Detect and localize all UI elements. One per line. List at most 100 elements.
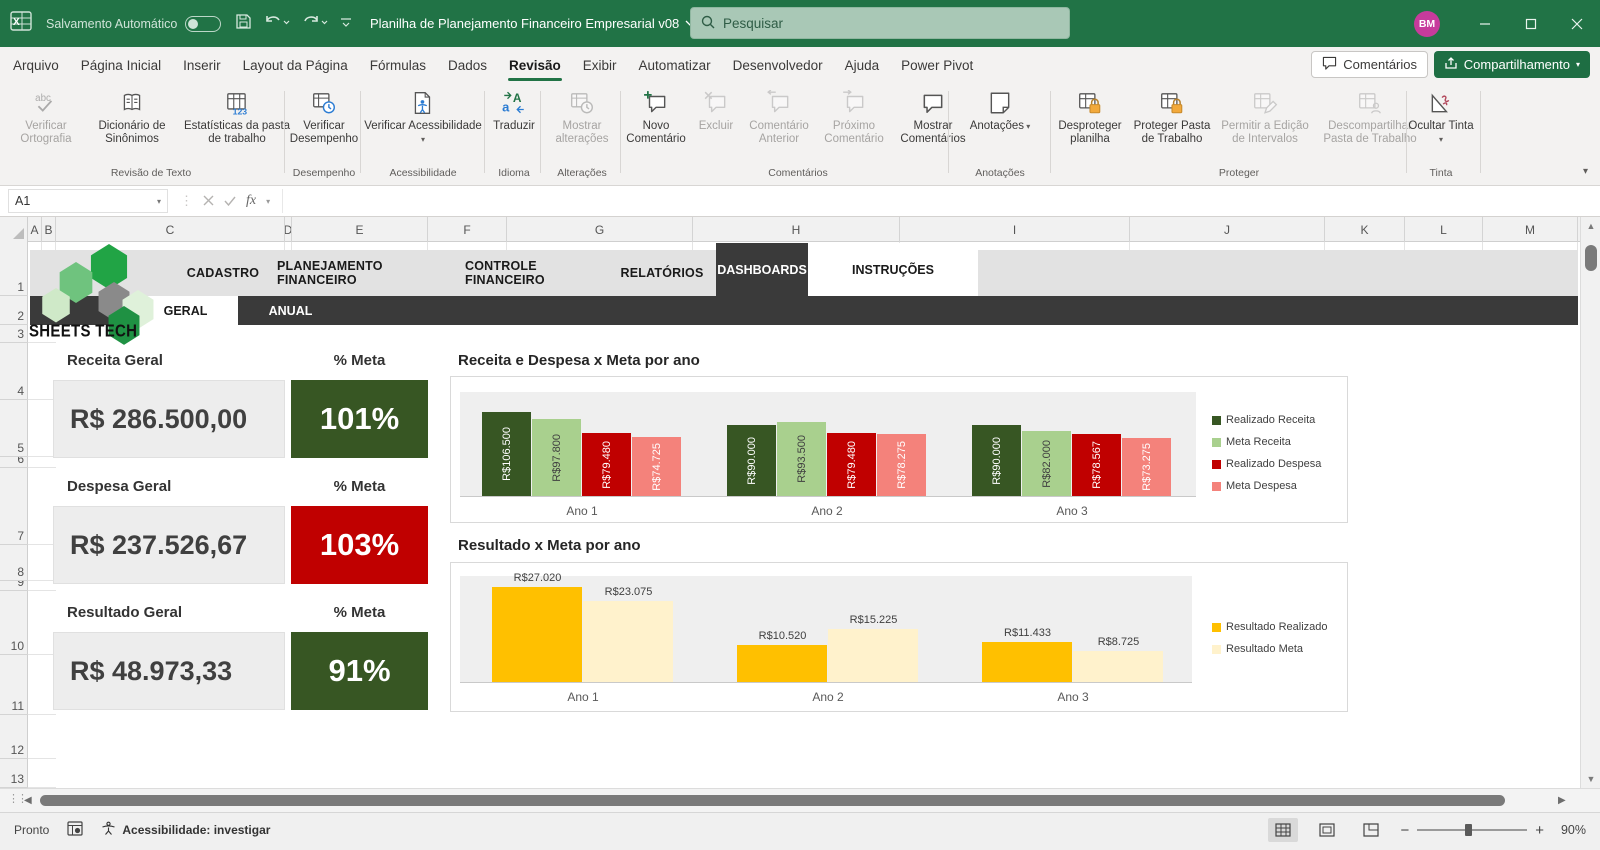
column-header-I[interactable]: I [900,217,1130,242]
ribbon-tab-dados[interactable]: Dados [447,57,487,73]
accessibility-status[interactable]: Acessibilidade: investigar [101,821,270,839]
ribbon-tab-ajuda[interactable]: Ajuda [844,57,880,73]
name-box[interactable]: A1 ▾ [8,189,168,213]
ribbon-tab-inserir[interactable]: Inserir [183,57,221,73]
nav-tab-instruções[interactable]: INSTRUÇÕES [808,243,978,296]
ribbon-tab-automatizar[interactable]: Automatizar [638,57,711,73]
excel-app-icon[interactable]: X [10,10,32,37]
column-header-J[interactable]: J [1130,217,1325,242]
customize-quick-access-icon[interactable] [340,15,352,33]
ribbon-button-desproteger-planilha[interactable]: Desproteger planilha [1052,85,1128,146]
ribbon-button-ocultar-tinta[interactable]: Ocultar Tinta ▾ [1408,85,1474,146]
column-header-F[interactable]: F [428,217,507,242]
row-header-2[interactable]: 2 [0,296,28,325]
ribbon-tab-power-pivot[interactable]: Power Pivot [901,57,974,73]
vertical-scrollbar-thumb[interactable] [1585,245,1597,271]
zoom-out-icon[interactable]: − [1400,821,1410,839]
minimize-button[interactable] [1462,0,1508,47]
zoom-in-icon[interactable]: + [1535,821,1544,839]
ribbon-tab-desenvolvedor[interactable]: Desenvolvedor [732,57,823,73]
ribbon-button-mostrar-comentários[interactable]: Mostrar Comentários [892,85,974,146]
ribbon-tab-página-inicial[interactable]: Página Inicial [80,57,162,73]
row-header-5[interactable]: 5 [0,400,28,457]
ribbon-tab-exibir[interactable]: Exibir [582,57,617,73]
maximize-button[interactable] [1508,0,1554,47]
row-header-12[interactable]: 12 [0,715,28,759]
avatar[interactable]: BM [1414,10,1440,37]
macro-record-icon[interactable] [67,821,83,839]
ribbon-tab-revisão[interactable]: Revisão [498,47,572,83]
page-break-view-button[interactable] [1356,818,1386,842]
comments-button[interactable]: Comentários [1311,51,1428,78]
share-button[interactable]: Compartilhamento ▾ [1433,51,1590,78]
zoom-slider[interactable] [1417,824,1528,836]
select-all-corner[interactable] [0,217,28,242]
nav-tab-relatórios[interactable]: RELATÓRIOS [620,266,704,280]
scroll-right-icon[interactable]: ▶ [1558,795,1566,806]
autosave-toggle[interactable] [185,15,222,32]
nav-tab-planejamento financeiro[interactable]: PLANEJAMENTO FINANCEIRO [277,259,383,287]
page-layout-view-button[interactable] [1312,818,1342,842]
scroll-down-icon[interactable]: ▼ [1586,774,1596,784]
category-label: Ano 2 [811,504,843,518]
undo-button[interactable] [264,13,290,35]
horizontal-scrollbar[interactable]: ⋮⋮ ◀ ▶ [0,788,1600,812]
ribbon-button-anotações[interactable]: Anotações ▾ [950,85,1050,133]
row-header-6[interactable]: 6 [0,457,28,468]
row-header-13[interactable]: 13 [0,759,28,788]
scroll-left-icon[interactable]: ◀ [24,795,32,806]
scroll-up-icon[interactable]: ▲ [1586,221,1596,231]
column-header-H[interactable]: H [693,217,900,242]
insert-function-icon[interactable]: fx [246,193,257,208]
column-header-D[interactable]: D [285,217,292,242]
vertical-scrollbar[interactable]: ▲ ▼ [1580,217,1600,788]
save-icon[interactable] [235,13,252,35]
column-header-G[interactable]: G [507,217,693,242]
column-header-E[interactable]: E [292,217,428,242]
ribbon-button-novo-comentário[interactable]: Novo Comentário [622,85,690,146]
subtab-anual[interactable]: ANUAL [268,303,313,318]
ribbon-button-label: Ocultar Tinta ▾ [1408,120,1474,144]
gridline [28,456,56,457]
column-header-A[interactable]: A [28,217,42,242]
row-header-1[interactable]: 1 [0,242,28,296]
ribbon-button-verificar-desempenho[interactable]: Verificar Desempenho [286,85,362,146]
search-input[interactable]: Pesquisar [690,7,1070,39]
document-title[interactable]: Planilha de Planejamento Financeiro Empr… [370,0,695,47]
ribbon-button-dicionário-de-sinônimos[interactable]: Dicionário de Sinônimos [86,85,178,146]
zoom-level[interactable]: 90% [1560,823,1586,837]
ribbon-tab-layout-da-página[interactable]: Layout da Página [242,57,348,73]
ribbon-button-traduzir[interactable]: a A Traduzir [486,85,542,133]
row-header-7[interactable]: 7 [0,468,28,545]
row-header-3[interactable]: 3 [0,325,28,343]
ribbon-tab-arquivo[interactable]: Arquivo [13,57,59,73]
row-header-8[interactable]: 8 [0,545,28,581]
row-header-4[interactable]: 4 [0,343,28,400]
column-header-M[interactable]: M [1483,217,1578,242]
column-header-C[interactable]: C [56,217,285,242]
ribbon-button-estatísticas-da-pasta-de-trabalho[interactable]: 123 Estatísticas da pasta de trabalho [178,85,296,146]
nav-tab-controle financeiro[interactable]: CONTROLE FINANCEIRO [465,259,545,287]
row-header-9[interactable]: 9 [0,581,28,591]
cancel-entry-icon[interactable] [203,194,214,209]
column-header-B[interactable]: B [42,217,56,242]
horizontal-scrollbar-thumb[interactable] [40,795,1505,806]
close-button[interactable] [1554,0,1600,47]
sheet-tab-splitter[interactable]: ⋮⋮ [8,793,28,805]
column-header-K[interactable]: K [1325,217,1405,242]
column-header-L[interactable]: L [1405,217,1483,242]
normal-view-button[interactable] [1268,818,1299,842]
zoom-slider-thumb[interactable] [1465,824,1473,836]
row-header-10[interactable]: 10 [0,591,28,655]
collapse-ribbon-icon[interactable]: ▾ [1582,166,1588,177]
nav-tab-cadastro[interactable]: CADASTRO [186,266,260,280]
confirm-entry-icon[interactable] [224,194,236,209]
ribbon-button-proteger-pasta-de-trabalho[interactable]: Proteger Pasta de Trabalho [1128,85,1216,146]
row-header-11[interactable]: 11 [0,655,28,715]
formula-input[interactable] [282,189,1596,213]
ribbon-button-verificar-acessibilidade[interactable]: Verificar Acessibilidade ▾ [362,85,484,146]
redo-button[interactable] [302,13,328,35]
ribbon-tab-fórmulas[interactable]: Fórmulas [369,57,426,73]
nav-tab-dashboards[interactable]: DASHBOARDS [716,243,808,296]
chart-bar [583,601,673,682]
